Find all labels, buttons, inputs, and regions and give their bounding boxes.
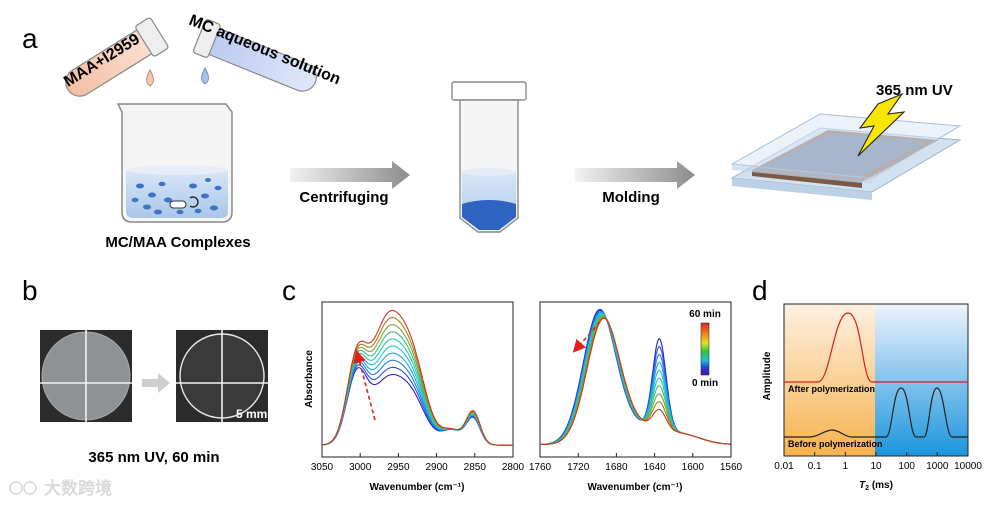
photo-after	[176, 330, 268, 424]
d-tick-label-0.1: 0.1	[808, 461, 822, 472]
d-xlabel: T2 (ms)	[859, 480, 893, 492]
d-ticks: 0.01 0.1 1 10 100 1000 10000	[774, 452, 982, 472]
centrifuge-tube	[451, 81, 527, 233]
label-before: Before polymerization	[788, 439, 883, 449]
c-left-ticks: 3050 3000 2950 2900 2850 2800	[311, 453, 525, 473]
panel-letter-c: c	[282, 275, 296, 306]
svg-text:大数跨境: 大数跨境	[44, 478, 112, 498]
d-ylabel: Amplitude	[762, 351, 773, 400]
test-tube-maa	[65, 17, 169, 97]
uv-bolt-icon	[857, 92, 906, 157]
panel-letter-b: b	[22, 275, 38, 306]
arrow2-label: Molding	[602, 189, 659, 206]
c-right-tick-label-1640: 1640	[643, 462, 666, 473]
c-right-frame	[539, 301, 732, 458]
watermark: 大数跨境	[9, 478, 112, 498]
c-left-curves	[321, 309, 513, 446]
d-tick-label-100: 100	[898, 461, 915, 472]
c-right-tick-label-1600: 1600	[682, 462, 705, 473]
c-right-xlabel: Wavenumber (cm⁻¹)	[588, 482, 683, 493]
beaker	[116, 103, 233, 223]
d-tick-label-0.01: 0.01	[774, 461, 794, 472]
d-tick-label-1000: 1000	[926, 461, 949, 472]
d-tick-label-1: 1	[843, 461, 849, 472]
photo-before	[40, 330, 132, 427]
d-tick-label-10: 10	[870, 461, 882, 472]
arrow-b-icon	[142, 373, 170, 393]
c-right-trend-arrow	[572, 321, 601, 353]
c-left-tick-label-3050: 3050	[311, 462, 334, 473]
d-tick-label-10000: 10000	[954, 461, 982, 472]
c-left-tick-label-2800: 2800	[502, 462, 525, 473]
d-plot	[783, 303, 969, 457]
c-right-tick-label-1720: 1720	[567, 462, 590, 473]
panel-b-caption: 365 nm UV, 60 min	[88, 449, 219, 466]
c-ylabel: Absorbance	[304, 350, 315, 408]
c-right-tick-label-1760: 1760	[529, 462, 552, 473]
test-tube-mc	[192, 19, 317, 92]
c-right-series-9	[539, 317, 731, 446]
colorbar-top-label: 60 min	[689, 309, 721, 320]
c-right-tick-label-1560: 1560	[720, 462, 743, 473]
beaker-caption: MC/MAA Complexes	[105, 234, 250, 251]
after-polymerization-curve	[784, 312, 968, 383]
before-polymerization-curve	[784, 387, 968, 438]
mold-assembly	[730, 113, 962, 200]
panel-letter-d: d	[752, 275, 768, 306]
c-left-tick-label-3000: 3000	[349, 462, 372, 473]
c-left-tick-label-2900: 2900	[425, 462, 448, 473]
c-right-ticks: 1760 1720 1680 1640 1600 1560	[529, 453, 743, 473]
drop-orange	[146, 69, 154, 87]
process-arrow-2	[575, 161, 695, 189]
process-arrow-1	[290, 161, 410, 189]
label-after: After polymerization	[788, 384, 875, 394]
uv-label: 365 nm UV	[876, 82, 953, 99]
colorbar-bottom-label: 0 min	[692, 378, 718, 389]
panel-letter-a: a	[22, 23, 38, 54]
c-left-tick-label-2850: 2850	[464, 462, 487, 473]
c-right-curves	[539, 308, 731, 446]
c-right-tick-label-1680: 1680	[605, 462, 628, 473]
c-left-tick-label-2950: 2950	[387, 462, 410, 473]
arrow1-label: Centrifuging	[299, 189, 388, 206]
colorbar	[700, 322, 710, 376]
drop-blue	[201, 67, 209, 85]
c-left-xlabel: Wavenumber (cm⁻¹)	[370, 482, 465, 493]
scale-bar-label: 5 mm	[236, 407, 267, 421]
